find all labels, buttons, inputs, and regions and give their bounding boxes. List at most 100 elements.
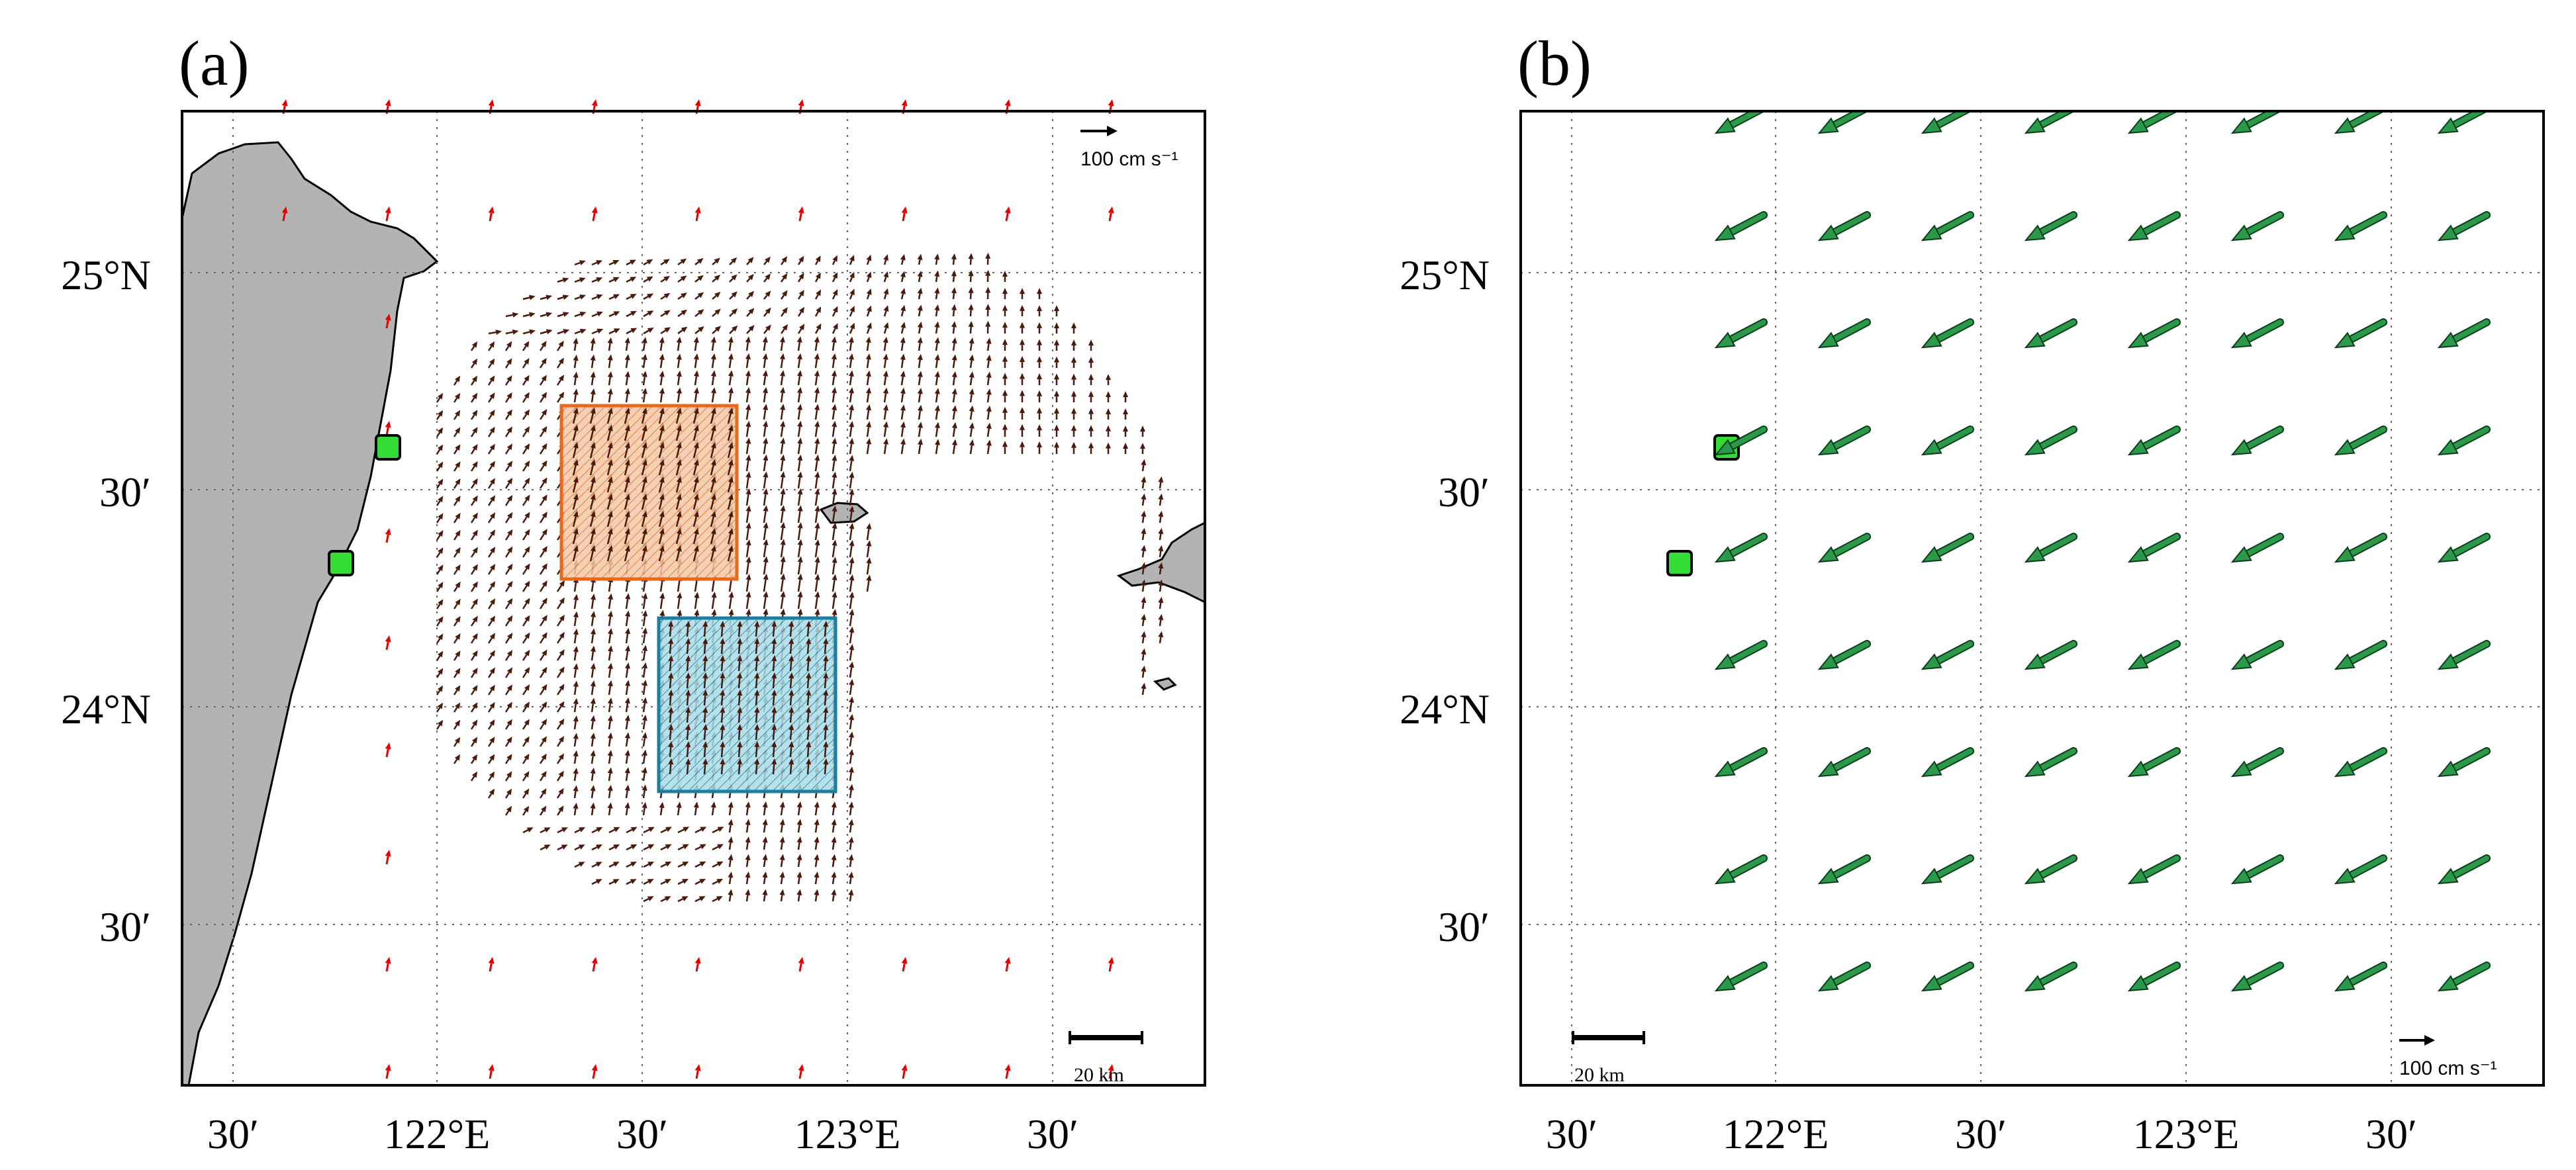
box-current-vector — [572, 511, 579, 527]
current-vector — [849, 404, 855, 420]
wind-vector — [2334, 747, 2387, 778]
current-vector — [900, 336, 906, 351]
current-vector — [453, 737, 461, 747]
wind-vector — [2024, 533, 2077, 563]
current-vector — [814, 323, 822, 334]
current-vector — [1036, 305, 1043, 316]
box-current-vector — [668, 758, 674, 775]
current-vector — [522, 649, 530, 661]
current-vector — [832, 306, 838, 317]
scale-bar-label-b: 20 km — [1574, 1064, 1625, 1086]
current-vector — [762, 836, 768, 850]
sparse-vector — [901, 206, 908, 222]
current-vector — [951, 439, 957, 455]
box-current-vector — [624, 459, 630, 476]
current-vector — [607, 680, 613, 696]
current-vector — [694, 861, 706, 868]
current-vector — [883, 254, 889, 265]
box-current-vector — [720, 621, 726, 637]
box-current-vector — [692, 442, 699, 459]
current-vector — [642, 749, 647, 764]
box-current-vector — [806, 741, 812, 758]
current-vector — [1019, 288, 1026, 299]
current-vector — [573, 698, 579, 713]
current-vector — [590, 662, 596, 678]
current-vector — [779, 370, 785, 386]
current-vector — [470, 358, 478, 369]
current-vector — [573, 354, 579, 369]
current-vector — [848, 336, 854, 351]
current-vector — [814, 255, 821, 265]
current-vector — [539, 719, 548, 730]
current-vector — [814, 574, 820, 592]
current-vector — [556, 718, 565, 730]
current-vector — [540, 827, 551, 834]
lon-label-123E-b: 123°E — [2133, 1110, 2240, 1157]
current-vector — [1036, 373, 1043, 385]
current-vector — [710, 387, 717, 403]
current-vector — [1141, 665, 1147, 678]
current-vector — [522, 477, 530, 489]
current-vector — [728, 801, 734, 816]
wind-vector — [1921, 640, 1974, 670]
current-vector — [849, 713, 855, 730]
current-vector — [624, 767, 630, 782]
current-vector — [676, 387, 682, 403]
current-vector — [917, 321, 923, 334]
sparse-vector — [591, 1064, 598, 1079]
current-vector — [900, 253, 906, 265]
box-current-vector — [624, 494, 630, 510]
current-vector — [934, 270, 940, 283]
current-vector — [797, 386, 803, 403]
current-vector — [779, 854, 785, 868]
current-vector — [1141, 682, 1147, 696]
box-current-vector — [823, 758, 829, 775]
current-vector — [574, 294, 587, 300]
current-vector — [590, 680, 596, 696]
sparse-vector — [798, 957, 804, 972]
current-vector — [522, 827, 534, 834]
current-vector — [607, 371, 613, 386]
current-vector — [608, 328, 620, 335]
current-vector — [832, 323, 838, 334]
current-vector — [504, 341, 512, 351]
current-vector — [522, 736, 530, 747]
current-vector — [814, 556, 820, 575]
current-vector — [814, 404, 820, 420]
current-vector — [710, 353, 716, 369]
current-vector — [522, 684, 530, 696]
box-current-vector — [737, 655, 743, 672]
box-current-vector — [658, 511, 665, 527]
current-vector — [883, 421, 889, 437]
box-current-vector — [668, 655, 674, 672]
current-vector — [1019, 424, 1026, 437]
current-vector — [729, 257, 738, 265]
reference-vector-label-b: 100 cm s⁻¹ — [2399, 1058, 2497, 1079]
current-vector — [539, 426, 548, 437]
current-vector — [487, 529, 496, 541]
current-vector — [1122, 391, 1129, 402]
current-vector — [626, 844, 638, 851]
current-vector — [745, 801, 751, 816]
box-current-vector — [823, 672, 829, 689]
current-vector — [728, 591, 734, 609]
current-vector — [522, 563, 530, 575]
current-vector — [779, 889, 785, 902]
box-current-vector — [658, 494, 665, 510]
current-vector — [728, 336, 734, 351]
current-vector — [762, 819, 768, 833]
box-current-vector — [675, 425, 682, 441]
wind-vector — [2127, 640, 2181, 670]
current-vector — [763, 539, 769, 558]
current-vector — [900, 371, 906, 386]
box-current-vector — [589, 442, 596, 459]
wind-vectors-b — [1714, 111, 2491, 992]
current-vector — [866, 540, 872, 558]
box-current-vector — [710, 511, 716, 527]
wind-vector — [1817, 426, 1871, 456]
current-vector — [539, 357, 547, 369]
box-current-vector — [675, 442, 682, 459]
box-current-vector — [771, 741, 777, 758]
box-current-vector — [788, 655, 794, 672]
sparse-vector — [798, 206, 804, 222]
